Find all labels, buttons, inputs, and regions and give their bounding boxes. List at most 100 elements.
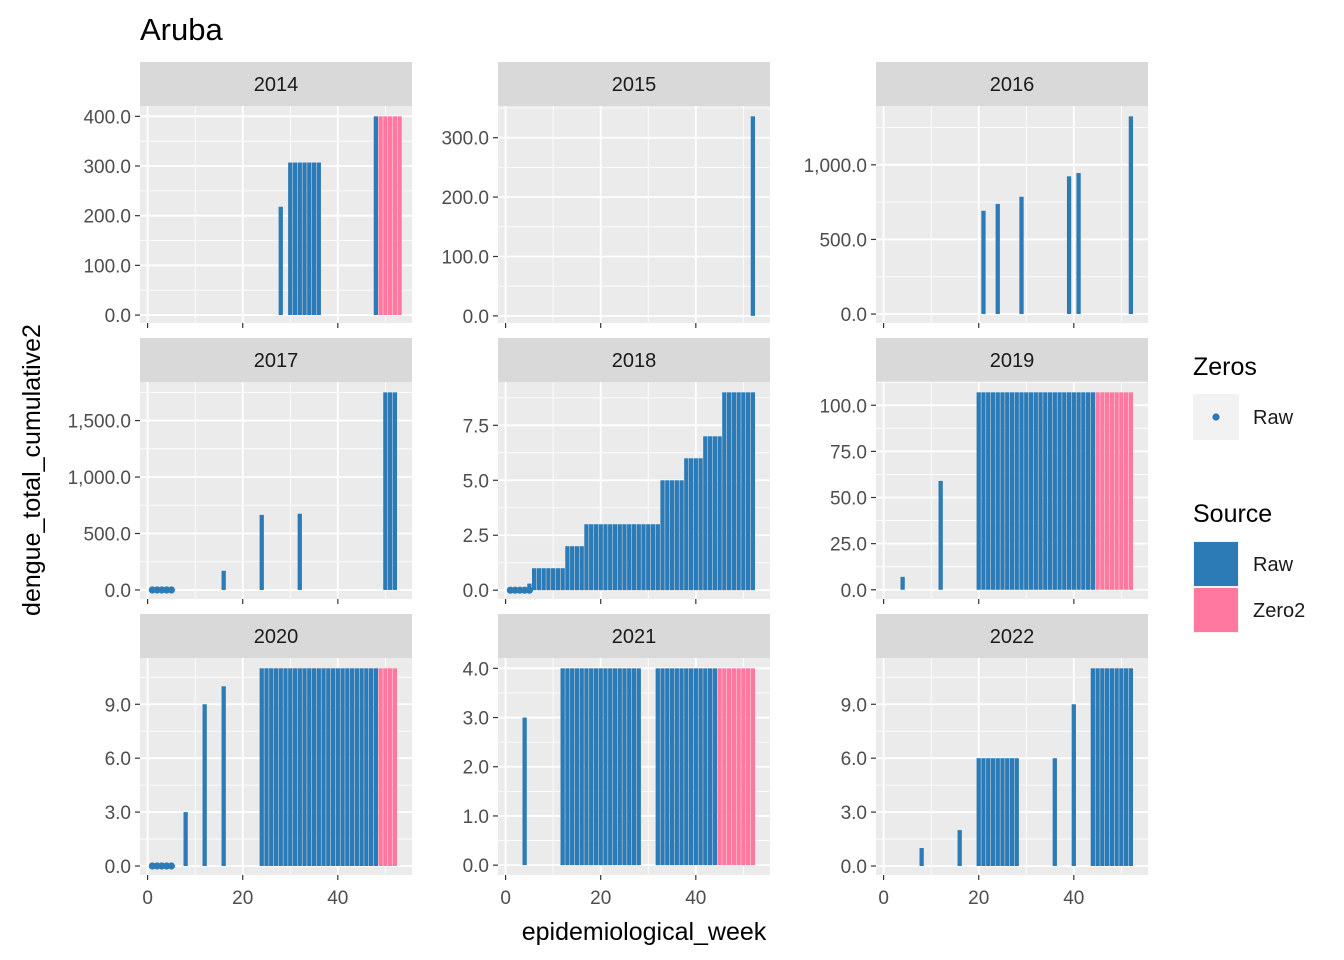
y-tick-label: 0.0 — [841, 857, 867, 878]
bar-week-21 — [603, 668, 608, 866]
strip-2014 — [140, 62, 412, 106]
bar-week-16 — [221, 570, 226, 590]
bar-week-41 — [1076, 173, 1081, 315]
bar-week-24 — [617, 668, 622, 866]
bar-week-48 — [373, 116, 378, 316]
strip-label-2019: 2019 — [990, 350, 1035, 372]
y-tick-label: 0.0 — [463, 581, 489, 602]
strip-2019 — [876, 338, 1148, 382]
legend-source-label: Raw — [1253, 554, 1294, 576]
bar-week-51 — [1123, 668, 1129, 867]
bar-week-24 — [259, 668, 264, 867]
bar-week-26 — [627, 668, 632, 866]
panel-2015: 2015 0.0 100.0 200.0 300.0 — [441, 62, 770, 328]
bar-week-32 — [297, 668, 302, 867]
bar-week-25 — [1000, 392, 1005, 590]
bar-week-45 — [1095, 392, 1100, 590]
y-tick-label: 9.0 — [105, 695, 131, 716]
panel-2020: 2020 0.0 3.0 6.0 9.0 0 20 40 — [105, 614, 412, 909]
bar-week-37 — [321, 668, 326, 867]
strip-label-2017: 2017 — [254, 350, 299, 372]
bar-week-32 — [297, 162, 302, 316]
bar-week-32 — [655, 524, 660, 591]
bar-week-49 — [736, 668, 741, 866]
bar-week-47 — [726, 668, 732, 866]
bar-week-32 — [297, 513, 302, 590]
zero-point-week-5 — [167, 862, 175, 870]
bar-week-22 — [608, 668, 613, 866]
panel-2021: 2021 0.0 1.0 2.0 3.0 4.0 0 20 40 — [463, 614, 770, 909]
bar-week-46 — [722, 392, 727, 591]
bar-week-49 — [1114, 392, 1119, 590]
strip-label-2016: 2016 — [990, 74, 1035, 96]
bar-week-27 — [1009, 392, 1015, 590]
bar-week-44 — [712, 436, 717, 591]
y-tick-label: 3.0 — [105, 803, 131, 824]
y-tick-label: 7.5 — [463, 416, 489, 437]
bar-week-39 — [688, 668, 694, 866]
y-tick-label: 1,500.0 — [68, 412, 131, 433]
bar-week-20 — [976, 758, 981, 867]
y-tick-label: 0.0 — [105, 857, 131, 878]
y-tick-label: 1,000.0 — [804, 156, 867, 177]
bar-week-23 — [990, 758, 996, 867]
bar-week-51 — [745, 392, 751, 591]
bar-week-41 — [698, 668, 703, 866]
bar-week-41 — [1076, 392, 1081, 590]
bar-week-28 — [1014, 392, 1019, 590]
strip-label-2014: 2014 — [254, 74, 299, 96]
x-tick-label: 0 — [878, 888, 889, 909]
bar-week-39 — [330, 668, 336, 867]
bar-week-36 — [674, 480, 679, 591]
bar-week-37 — [1057, 392, 1062, 590]
bar-week-42 — [345, 668, 350, 867]
panel-2022: 2022 0.0 3.0 6.0 9.0 0 20 40 — [841, 614, 1148, 909]
bar-week-36 — [1052, 758, 1057, 867]
bar-week-31 — [292, 668, 298, 867]
bar-week-47 — [1104, 668, 1110, 867]
bar-week-40 — [1071, 704, 1076, 867]
bar-week-52 — [392, 668, 398, 867]
bar-week-26 — [627, 524, 632, 591]
bar-week-51 — [387, 116, 393, 316]
bar-week-38 — [684, 458, 689, 591]
x-axis-title: epidemiological_week — [522, 918, 767, 946]
bar-week-35 — [669, 668, 675, 866]
bar-week-24 — [995, 392, 1000, 590]
bar-week-33 — [302, 668, 307, 867]
bar-week-51 — [745, 668, 751, 866]
bar-week-15 — [574, 668, 580, 866]
strip-label-2020: 2020 — [254, 626, 299, 648]
y-tick-label: 1.0 — [463, 807, 489, 828]
bar-week-12 — [560, 568, 565, 591]
bar-week-50 — [1119, 392, 1124, 590]
bar-week-12 — [202, 704, 207, 867]
x-tick-label: 20 — [232, 888, 253, 909]
x-tick-label: 40 — [685, 888, 706, 909]
bar-week-28 — [1014, 758, 1019, 867]
bar-week-25 — [622, 524, 627, 591]
y-tick-label: 0.0 — [105, 306, 131, 327]
strip-label-2018: 2018 — [612, 350, 657, 372]
y-tick-label: 500.0 — [83, 524, 131, 545]
y-tick-label: 200.0 — [83, 207, 131, 228]
bar-week-32 — [1033, 392, 1038, 590]
bar-week-34 — [307, 162, 312, 316]
bar-week-52 — [1128, 116, 1134, 315]
panel-background — [140, 106, 412, 323]
panel-2018: 2018 0.0 2.5 5.0 7.5 — [463, 338, 770, 604]
y-tick-label: 50.0 — [830, 489, 867, 510]
x-tick-label: 40 — [1063, 888, 1084, 909]
bar-week-47 — [1104, 392, 1110, 590]
bar-week-43 — [707, 436, 713, 591]
bar-week-22 — [608, 524, 613, 591]
bar-week-4 — [522, 717, 527, 866]
bar-week-12 — [560, 668, 565, 866]
y-tick-label: 500.0 — [819, 230, 867, 251]
bar-week-30 — [646, 524, 651, 591]
bar-week-41 — [698, 458, 703, 591]
bar-week-45 — [717, 668, 722, 866]
bar-week-47 — [368, 668, 374, 867]
y-tick-label: 0.0 — [105, 581, 131, 602]
bar-week-52 — [750, 668, 756, 866]
